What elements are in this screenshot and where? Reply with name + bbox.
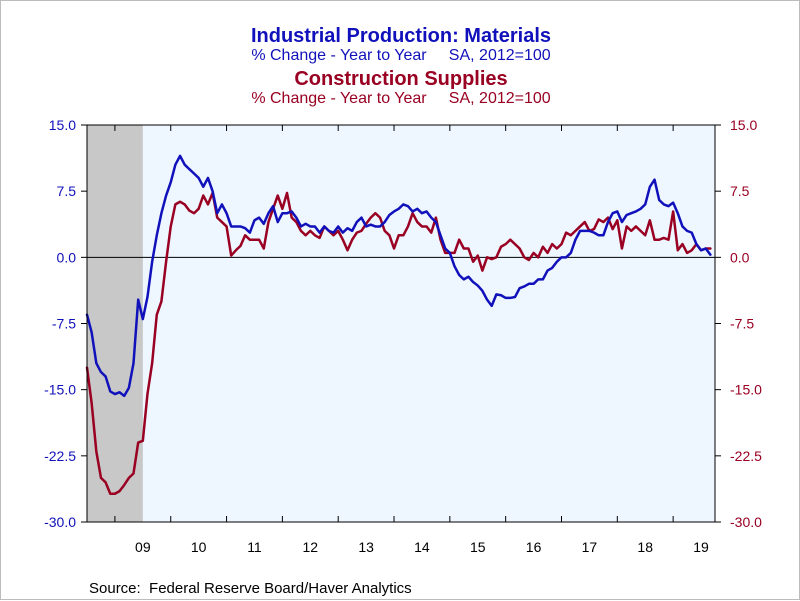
- y-tick-label-right: -22.5: [730, 448, 762, 464]
- x-axis: 09 10 11 12 13 14 15 16 17 18 19: [135, 539, 709, 555]
- y-tick-label-right: -7.5: [730, 316, 754, 332]
- y-tick-label-left: 0.0: [57, 249, 77, 265]
- x-tick-label: 11: [247, 539, 262, 555]
- x-tick-label: 18: [637, 539, 653, 555]
- chart-subtitle: % Change - Year to Year SA, 2012=100: [251, 90, 550, 107]
- x-tick-label: 10: [191, 539, 207, 555]
- y-tick-label-left: -15.0: [44, 382, 76, 398]
- source-note: Source: Federal Reserve Board/Haver Anal…: [89, 580, 412, 597]
- x-tick-label: 17: [582, 539, 598, 555]
- y-tick-label-right: -15.0: [730, 382, 762, 398]
- y-tick-label-left: 7.5: [57, 183, 77, 199]
- x-tick-label: 13: [358, 539, 374, 555]
- x-tick-label: 19: [693, 539, 709, 555]
- x-tick-label: 14: [414, 539, 430, 555]
- x-tick-label: 12: [302, 539, 318, 555]
- y-tick-label-right: -30.0: [730, 514, 762, 530]
- left-y-axis: 15.0 7.5 0.0 -7.5 -15.0 -22.5 -30.0: [44, 117, 87, 530]
- y-tick-label-left: -7.5: [52, 316, 76, 332]
- x-tick-label: 15: [470, 539, 486, 555]
- series-line-materials: [85, 154, 712, 398]
- series-group: [85, 154, 712, 496]
- y-tick-label-left: -22.5: [44, 448, 76, 464]
- y-tick-label-right: 0.0: [730, 249, 750, 265]
- chart-title: Construction Supplies: [294, 68, 507, 90]
- plot-background: [87, 125, 715, 522]
- year-boundary-ticks: [114, 125, 674, 522]
- right-y-axis: 15.0 7.5 0.0 -7.5 -15.0 -22.5 -30.0: [715, 117, 762, 530]
- y-tick-label-left: 15.0: [49, 117, 76, 133]
- y-tick-label-right: 15.0: [730, 117, 757, 133]
- x-tick-label: 16: [526, 539, 542, 555]
- title-group: Industrial Production: Materials% Change…: [251, 25, 551, 107]
- series-line-construction-supplies: [85, 191, 712, 496]
- chart-title: Industrial Production: Materials: [251, 25, 551, 47]
- y-tick-label-right: 7.5: [730, 183, 750, 199]
- x-tick-label: 09: [135, 539, 151, 555]
- y-tick-label-left: -30.0: [44, 514, 76, 530]
- chart-subtitle: % Change - Year to Year SA, 2012=100: [251, 47, 550, 64]
